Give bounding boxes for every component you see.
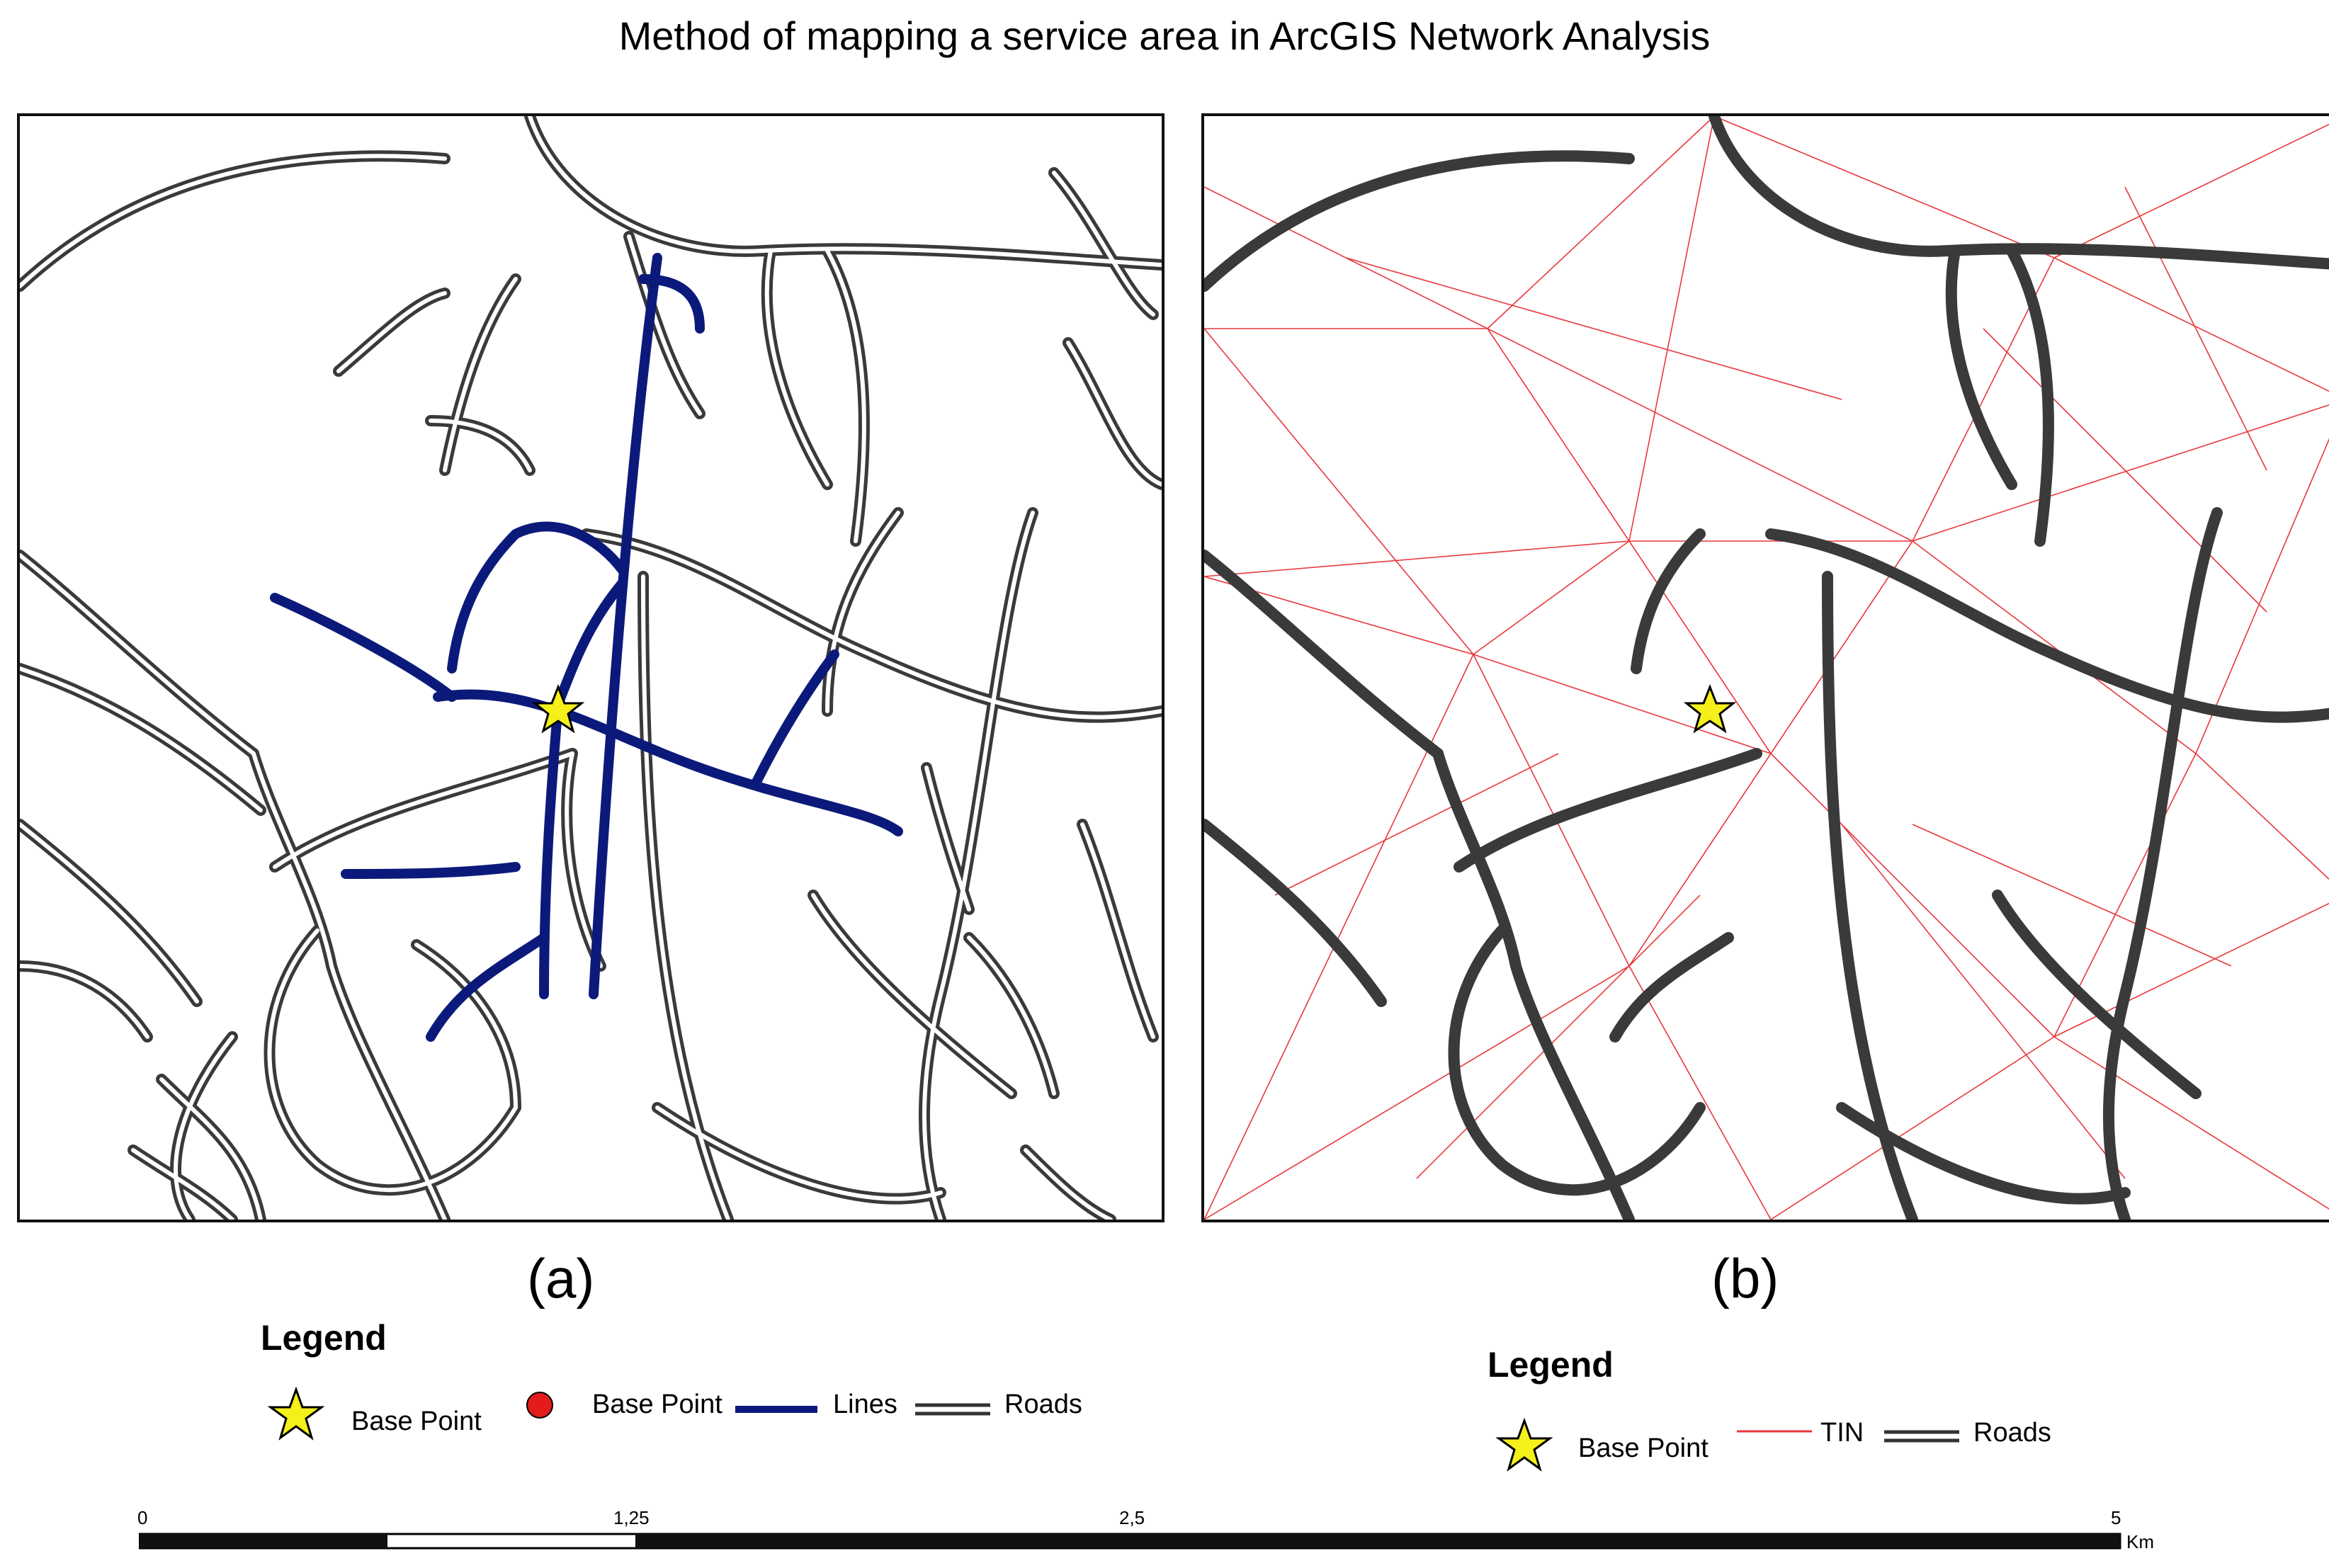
- red-dot-icon: [526, 1392, 553, 1419]
- legend-a-label-base-point-2: Base Point: [592, 1390, 722, 1419]
- caption-a: (a): [527, 1247, 595, 1309]
- legend-b-label-roads: Roads: [1973, 1418, 2051, 1448]
- yellow-star-icon: [1496, 1418, 1553, 1472]
- tin-layer: [1204, 116, 2329, 1220]
- legend-a-label-base-point: Base Point: [351, 1407, 482, 1436]
- tin-line-icon: [1737, 1430, 1812, 1433]
- roads-double-line-icon: [915, 1403, 990, 1416]
- map-panel-b: [1201, 113, 2329, 1222]
- scale-tick-0: 0: [137, 1507, 148, 1528]
- yellow-star-icon: [268, 1387, 324, 1441]
- service-area-lines: [270, 253, 903, 1042]
- navy-line-icon: [735, 1406, 817, 1413]
- scale-tick-5: 5: [2111, 1507, 2121, 1528]
- legend-a-label-lines: Lines: [833, 1390, 897, 1419]
- map-panel-a: [17, 113, 1164, 1222]
- legend-b-label-tin: TIN: [1820, 1418, 1864, 1448]
- legend-b-title: Legend: [1488, 1345, 1614, 1385]
- legend-b-label-base-point: Base Point: [1578, 1433, 1708, 1463]
- legend-a-title: Legend: [261, 1318, 387, 1358]
- scale-tick-2-5: 2,5: [1119, 1507, 1145, 1528]
- scale-bar: [139, 1533, 2121, 1550]
- base-point-star: [531, 683, 585, 734]
- figure-title: Method of mapping a service area in ArcG…: [618, 13, 1711, 58]
- scale-tick-1-25: 1,25: [613, 1507, 650, 1528]
- roads-layer-b: [1204, 116, 2329, 1220]
- map-a-svg: [20, 116, 1162, 1220]
- roads-layer: [20, 116, 1162, 1220]
- base-point-star-b: [1683, 683, 1737, 734]
- roads-inner: [20, 116, 1162, 1220]
- scale-unit: Km: [2126, 1531, 2154, 1552]
- roads-double-line-icon: [1884, 1430, 1959, 1443]
- legend-a-label-roads: Roads: [1004, 1390, 1082, 1419]
- caption-b: (b): [1711, 1247, 1779, 1309]
- map-b-svg: [1204, 116, 2329, 1220]
